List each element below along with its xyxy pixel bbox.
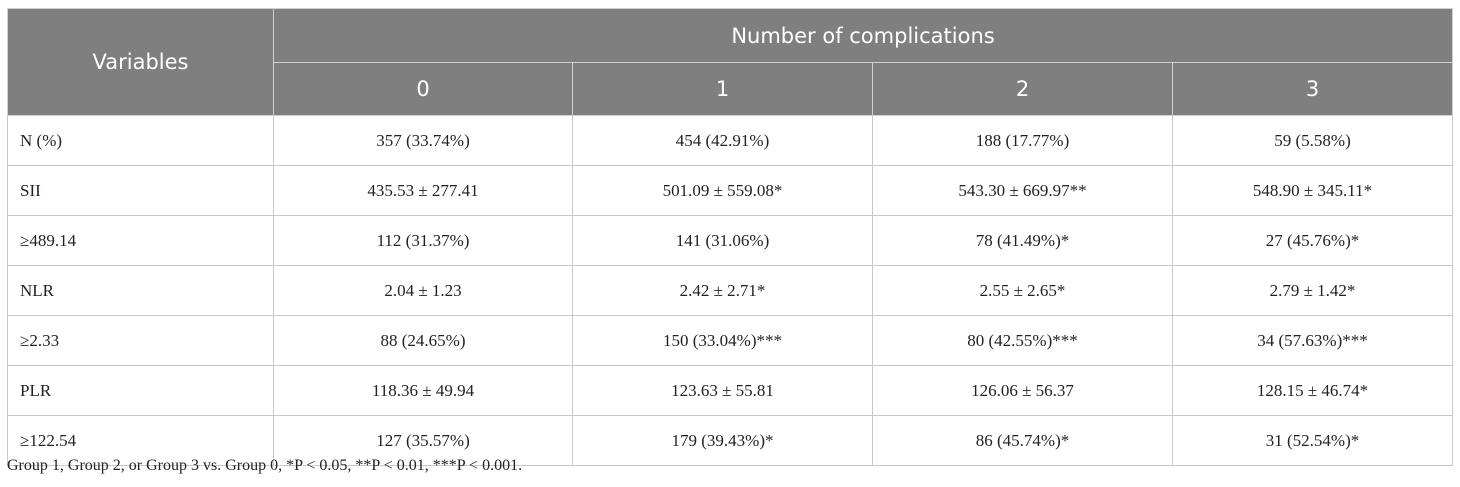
table-row: N (%) 357 (33.74%) 454 (42.91%) 188 (17.77%… — [7, 115, 1454, 166]
table-cell: N (%) — [7, 115, 274, 166]
table-body: N (%) 357 (33.74%) 454 (42.91%) 188 (17.77%… — [7, 115, 1454, 466]
table-cell: 141 (31.06%) — [572, 215, 873, 266]
table-cell: 123.63 ± 55.81 — [572, 365, 873, 416]
table-cell: 543.30 ± 669.97** — [872, 165, 1173, 216]
table-row: SII 435.53 ± 277.41 501.09 ± 559.08* 543.30… — [7, 165, 1454, 216]
header-cell: Variables — [7, 8, 274, 116]
table-cell: 112 (31.37%) — [273, 215, 573, 266]
footnote: Group 1, Group 2, or Group 3 vs. Group 0… — [7, 457, 523, 474]
table-cell: 188 (17.77%) — [872, 115, 1173, 166]
table-cell: 78 (41.49%)* — [872, 215, 1173, 266]
table-row: ≥2.33 88 (24.65%) 150 (33.04%)*** 80 (42.55… — [7, 315, 1454, 366]
table-cell: 88 (24.65%) — [273, 315, 573, 366]
table-row: ≥489.14 112 (31.37%) 141 (31.06%) 78 (41.49… — [7, 215, 1454, 266]
table-cell: ≥122.54 — [7, 415, 274, 466]
table-cell: 548.90 ± 345.11* — [1171, 165, 1454, 216]
table-cell: ≥489.14 — [7, 215, 274, 266]
table-cell: 357 (33.74%) — [273, 115, 573, 166]
table-cell: 2.42 ± 2.71* — [572, 265, 873, 316]
table-cell: 128.15 ± 46.74* — [1171, 365, 1454, 416]
table-cell: 59 (5.58%) — [1171, 115, 1454, 166]
table-cell: 2.04 ± 1.23 — [273, 265, 573, 316]
header-cell: 0 — [273, 62, 573, 116]
table-cell: 86 (45.74%)* — [872, 415, 1173, 466]
table-cell: NLR — [7, 265, 274, 316]
table-cell: 501.09 ± 559.08* — [572, 165, 873, 216]
table-cell: 2.79 ± 1.42* — [1171, 265, 1454, 316]
table-cell: 150 (33.04%)*** — [572, 315, 873, 366]
table-row: NLR 2.04 ± 1.23 2.42 ± 2.71* 2.55 ± 2.65* 2.… — [7, 265, 1454, 316]
header-cell: Number of complications — [272, 8, 1454, 63]
table-cell: 2.55 ± 2.65* — [872, 265, 1173, 316]
header-cell: 1 — [572, 62, 873, 116]
header-cell: 2 — [872, 62, 1173, 116]
table-cell: 126.06 ± 56.37 — [872, 365, 1173, 416]
table-cell: 454 (42.91%) — [572, 115, 873, 166]
table-cell: ≥2.33 — [7, 315, 274, 366]
table-cell: 127 (35.57%) — [273, 415, 573, 466]
header-cell: 3 — [1171, 62, 1454, 116]
table-row: ≥122.54 127 (35.57%) 179 (39.43%)* 86 (45.7… — [7, 415, 1454, 466]
table-cell: 27 (45.76%)* — [1171, 215, 1454, 266]
table-cell: 34 (57.63%)*** — [1171, 315, 1454, 366]
table-row: PLR 118.36 ± 49.94 123.63 ± 55.81 126.06 ± … — [7, 365, 1454, 416]
table-cell: SII — [7, 165, 274, 216]
table-cell: 435.53 ± 277.41 — [273, 165, 573, 216]
table-cell: 179 (39.43%)* — [572, 415, 873, 466]
table-cell: PLR — [7, 365, 274, 416]
table-cell: 31 (52.54%)* — [1171, 415, 1454, 466]
table-cell: 118.36 ± 49.94 — [273, 365, 573, 416]
table-cell: 80 (42.55%)*** — [872, 315, 1173, 366]
